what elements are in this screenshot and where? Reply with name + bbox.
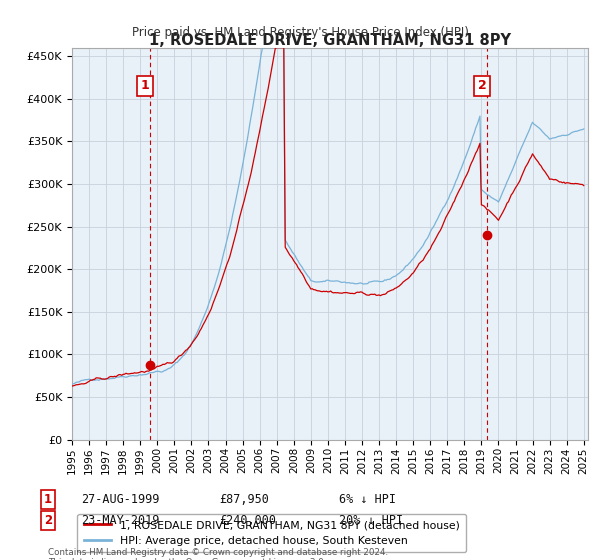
Text: 2: 2 [44, 514, 52, 528]
Text: 6% ↓ HPI: 6% ↓ HPI [339, 493, 396, 506]
Text: 27-AUG-1999: 27-AUG-1999 [81, 493, 160, 506]
Text: 1: 1 [44, 493, 52, 506]
Title: 1, ROSEDALE DRIVE, GRANTHAM, NG31 8PY: 1, ROSEDALE DRIVE, GRANTHAM, NG31 8PY [149, 32, 511, 48]
Text: Price paid vs. HM Land Registry's House Price Index (HPI): Price paid vs. HM Land Registry's House … [131, 26, 469, 39]
Text: 2: 2 [478, 80, 487, 92]
Text: £87,950: £87,950 [219, 493, 269, 506]
Text: £240,000: £240,000 [219, 514, 276, 528]
Text: 23-MAY-2019: 23-MAY-2019 [81, 514, 160, 528]
Text: 20% ↓ HPI: 20% ↓ HPI [339, 514, 403, 528]
Legend: 1, ROSEDALE DRIVE, GRANTHAM, NG31 8PY (detached house), HPI: Average price, deta: 1, ROSEDALE DRIVE, GRANTHAM, NG31 8PY (d… [77, 514, 466, 552]
Text: 1: 1 [140, 80, 149, 92]
Text: Contains HM Land Registry data © Crown copyright and database right 2024.
This d: Contains HM Land Registry data © Crown c… [48, 548, 388, 560]
